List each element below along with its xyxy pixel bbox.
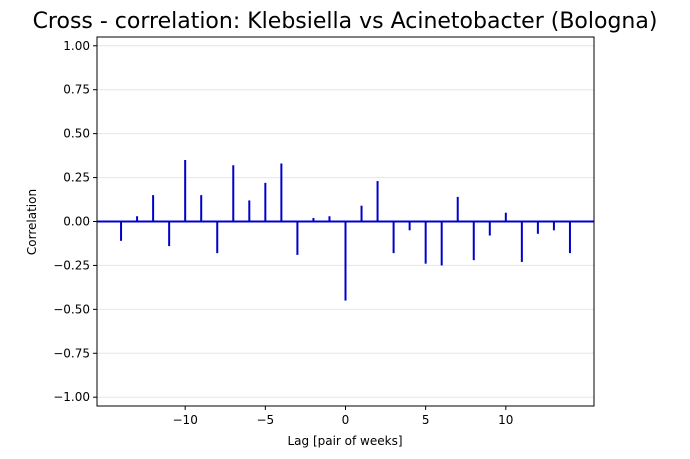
- y-tick-label: −0.50: [53, 302, 90, 316]
- x-tick-label: −10: [173, 413, 198, 427]
- y-tick-label: 0.25: [63, 171, 90, 185]
- x-tick-label: 0: [342, 413, 350, 427]
- y-tick-label: −1.00: [53, 390, 90, 404]
- y-tick-label: 1.00: [63, 39, 90, 53]
- x-tick-label: 5: [422, 413, 430, 427]
- y-tick-label: 0.00: [63, 215, 90, 229]
- x-axis-label: Lag [pair of weeks]: [287, 434, 402, 448]
- y-tick-label: 0.75: [63, 83, 90, 97]
- x-tick-label: 10: [498, 413, 513, 427]
- chart-title: Cross - correlation: Klebsiella vs Acine…: [33, 9, 658, 34]
- y-axis-label: Correlation: [25, 189, 39, 255]
- bars: [120, 160, 571, 301]
- y-tick-label: −0.75: [53, 346, 90, 360]
- y-tick-label: −0.25: [53, 258, 90, 272]
- y-tick-label: 0.50: [63, 127, 90, 141]
- y-axis-ticks: −1.00 −0.75 −0.50 −0.25 0.00 0.25 0.50 0.75 1.00: [53, 39, 97, 404]
- x-tick-label: −5: [256, 413, 274, 427]
- x-axis-ticks: −10 −5 0 5 10: [173, 406, 513, 427]
